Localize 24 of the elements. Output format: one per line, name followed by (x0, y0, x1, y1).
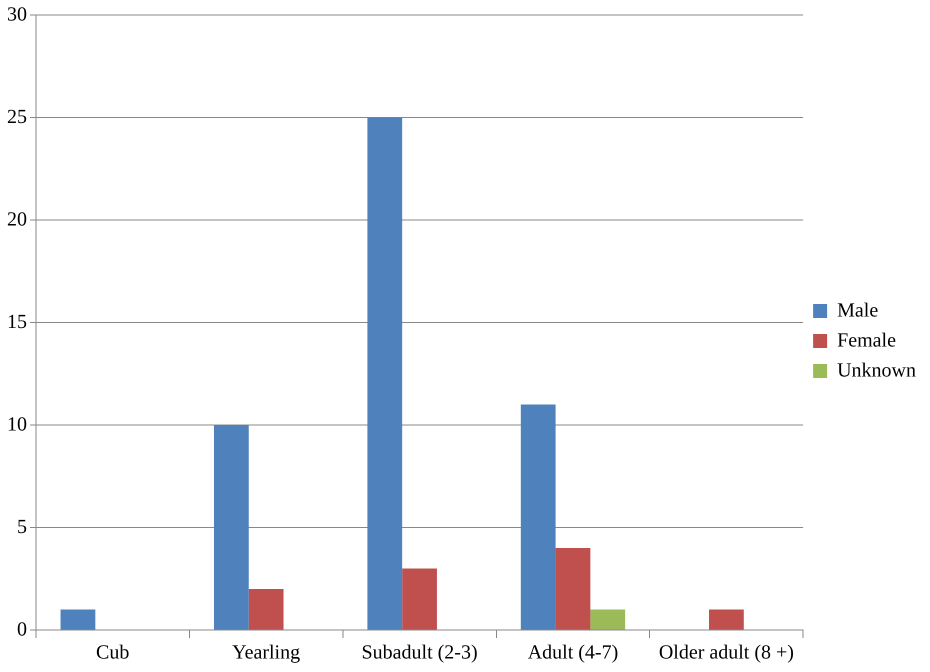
x-tick-label: Yearling (232, 641, 300, 664)
x-tick-label: Older adult (8 +) (658, 641, 794, 664)
x-tick-label: Subadult (2-3) (362, 641, 478, 664)
bar (590, 610, 626, 630)
y-tick-label: 20 (7, 208, 27, 230)
legend-label: Unknown (837, 359, 916, 382)
legend-label: Male (837, 299, 878, 322)
bar (709, 610, 744, 630)
legend-label: Female (837, 329, 896, 352)
bar (214, 425, 249, 630)
x-tick-label: Adult (4-7) (528, 641, 618, 664)
y-tick-label: 10 (7, 413, 27, 436)
x-tick-label: Cub (96, 641, 130, 664)
y-tick-label: 5 (17, 516, 27, 538)
y-tick-label: 30 (7, 3, 27, 26)
bar (367, 118, 402, 630)
y-tick-label: 0 (17, 618, 27, 640)
y-tick-label: 25 (7, 106, 27, 128)
y-tick-label: 15 (7, 310, 27, 333)
bar (520, 404, 556, 630)
bar (402, 568, 437, 630)
bar (556, 548, 590, 630)
bar (248, 589, 284, 630)
bar (60, 610, 96, 630)
